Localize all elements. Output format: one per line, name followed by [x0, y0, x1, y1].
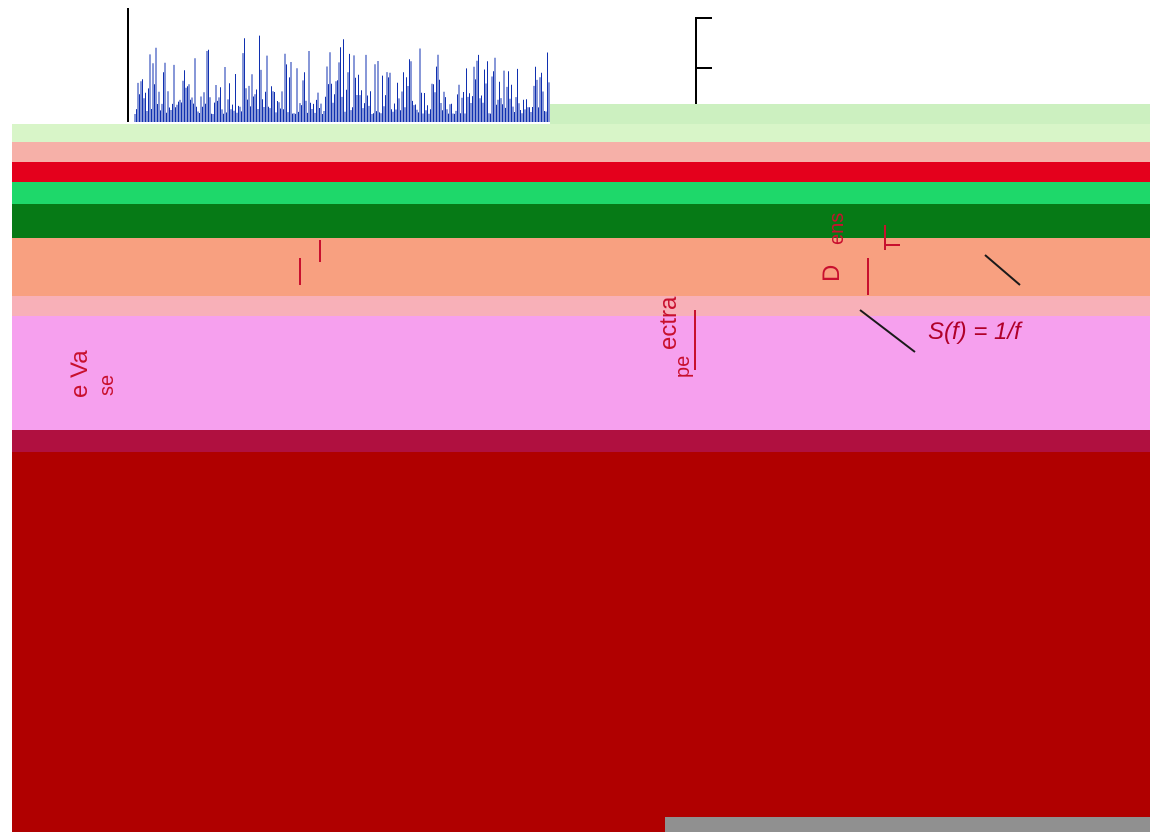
slope-line: [985, 255, 1020, 285]
fragment: D: [818, 265, 846, 282]
fragment: e Va: [66, 350, 94, 398]
fragment: ens: [826, 213, 849, 245]
screenshot: {"annotations": {"formula": "S(f) = 1/f"…: [0, 0, 1150, 832]
fragment: pe: [672, 356, 695, 378]
tick: [885, 225, 900, 250]
overlay: [0, 0, 1150, 832]
fragment: se: [96, 375, 119, 396]
formula: S(f) = 1/f: [928, 318, 1021, 346]
slope-line: [860, 310, 915, 352]
fragment: ectra: [655, 297, 683, 350]
